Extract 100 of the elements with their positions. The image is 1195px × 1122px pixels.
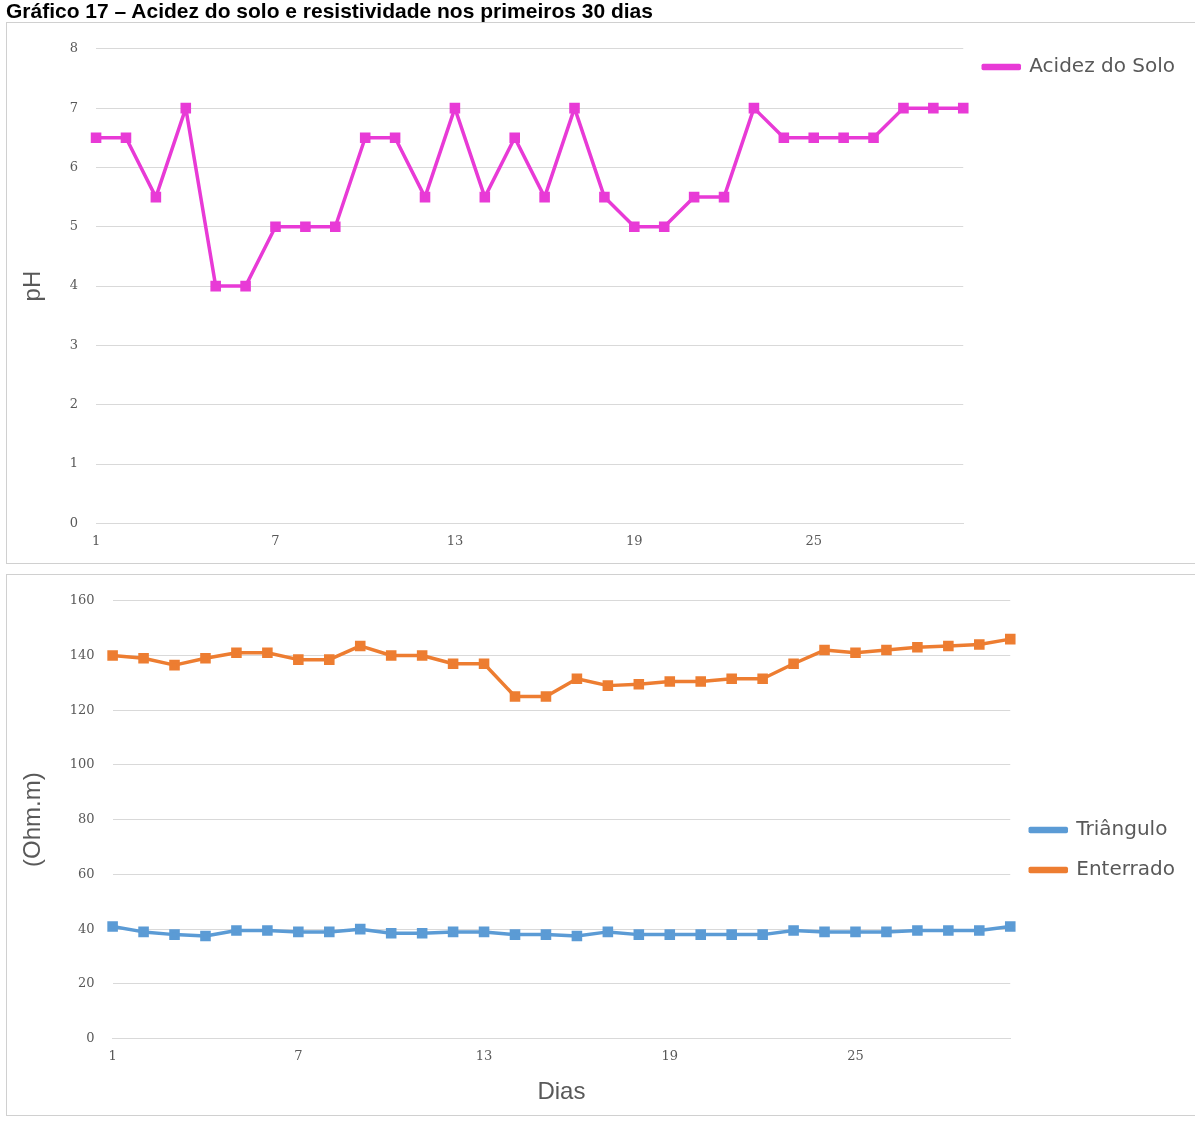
point [633, 929, 645, 940]
y-axis-title: pH [18, 270, 46, 302]
point [359, 132, 371, 144]
point [881, 926, 892, 938]
point [293, 926, 304, 938]
point [200, 930, 211, 942]
point [912, 925, 923, 936]
y-tick-label: 3 [69, 336, 79, 352]
point [385, 650, 397, 661]
point [1004, 633, 1016, 645]
point [974, 639, 985, 650]
point [447, 658, 459, 670]
point [1004, 921, 1016, 932]
point [850, 926, 861, 938]
point [138, 652, 149, 664]
x-axis-title: Dias [537, 1077, 586, 1105]
point [658, 221, 670, 233]
x-tick-label: 25 [805, 532, 823, 548]
point [150, 191, 162, 203]
point [726, 929, 737, 940]
x-tick-label: 25 [847, 1047, 864, 1063]
x-tick-label: 13 [446, 532, 464, 548]
point [539, 191, 550, 203]
point [169, 659, 180, 671]
point [107, 921, 118, 932]
point [385, 927, 397, 939]
point [416, 650, 428, 661]
point [974, 925, 985, 936]
y-tick-label: 2 [69, 396, 79, 412]
point [602, 926, 614, 938]
point [819, 926, 830, 938]
point [898, 102, 909, 114]
point [943, 640, 954, 652]
point [354, 923, 366, 935]
point [509, 929, 521, 940]
point [757, 929, 768, 940]
point [330, 221, 341, 233]
point [169, 929, 180, 940]
point [602, 680, 614, 691]
point [850, 647, 861, 659]
y-tick-label: 120 [69, 701, 95, 717]
point [695, 929, 707, 940]
point [748, 102, 760, 114]
point [788, 658, 799, 670]
point [599, 191, 610, 203]
point [633, 678, 645, 690]
point [354, 640, 366, 652]
y-tick-label: 140 [69, 646, 95, 662]
y-tick-label: 8 [69, 40, 79, 56]
point [509, 691, 521, 702]
point [240, 280, 251, 292]
point [416, 927, 428, 939]
point [788, 925, 799, 936]
point [479, 191, 491, 203]
point [819, 644, 830, 656]
point [138, 926, 149, 938]
point [478, 658, 490, 670]
point [664, 929, 676, 940]
legend-label: Acidez do Solo [1029, 53, 1176, 78]
point [808, 132, 820, 144]
y-tick-label: 1 [69, 455, 79, 471]
point [324, 926, 335, 938]
x-tick-label: 7 [294, 1047, 303, 1063]
point [881, 644, 892, 656]
point [120, 132, 132, 144]
point [540, 691, 552, 702]
point [90, 132, 102, 144]
x-tick-label: 1 [108, 1047, 117, 1063]
point [540, 929, 552, 940]
legend-label: Triângulo [1075, 816, 1168, 841]
x-tick-label: 19 [626, 532, 643, 548]
y-tick-label: 80 [78, 811, 95, 827]
point [478, 926, 490, 938]
x-tick-label: 7 [271, 532, 280, 548]
point [389, 132, 401, 144]
point [928, 102, 939, 114]
point [200, 652, 211, 664]
point [912, 642, 923, 653]
point [569, 102, 580, 114]
point [231, 647, 242, 659]
y-tick-label: 60 [78, 865, 95, 881]
point [695, 676, 707, 687]
chart-title: Gráfico 17 – Acidez do solo e resistividade nos primeiros 30 dias [5, 0, 654, 22]
point [688, 191, 700, 203]
point [718, 191, 730, 203]
y-tick-label: 5 [69, 218, 79, 234]
y-tick-label: 0 [86, 1029, 95, 1045]
y-tick-label: 4 [69, 277, 79, 293]
point [726, 673, 737, 685]
point [943, 925, 954, 936]
point [262, 647, 273, 659]
point [447, 926, 459, 938]
point [270, 221, 281, 233]
point [509, 132, 520, 144]
point [838, 132, 849, 144]
point [262, 925, 273, 936]
y-tick-label: 0 [69, 514, 79, 530]
y-tick-label: 160 [69, 592, 95, 608]
point [300, 221, 311, 233]
x-tick-label: 13 [475, 1047, 493, 1063]
